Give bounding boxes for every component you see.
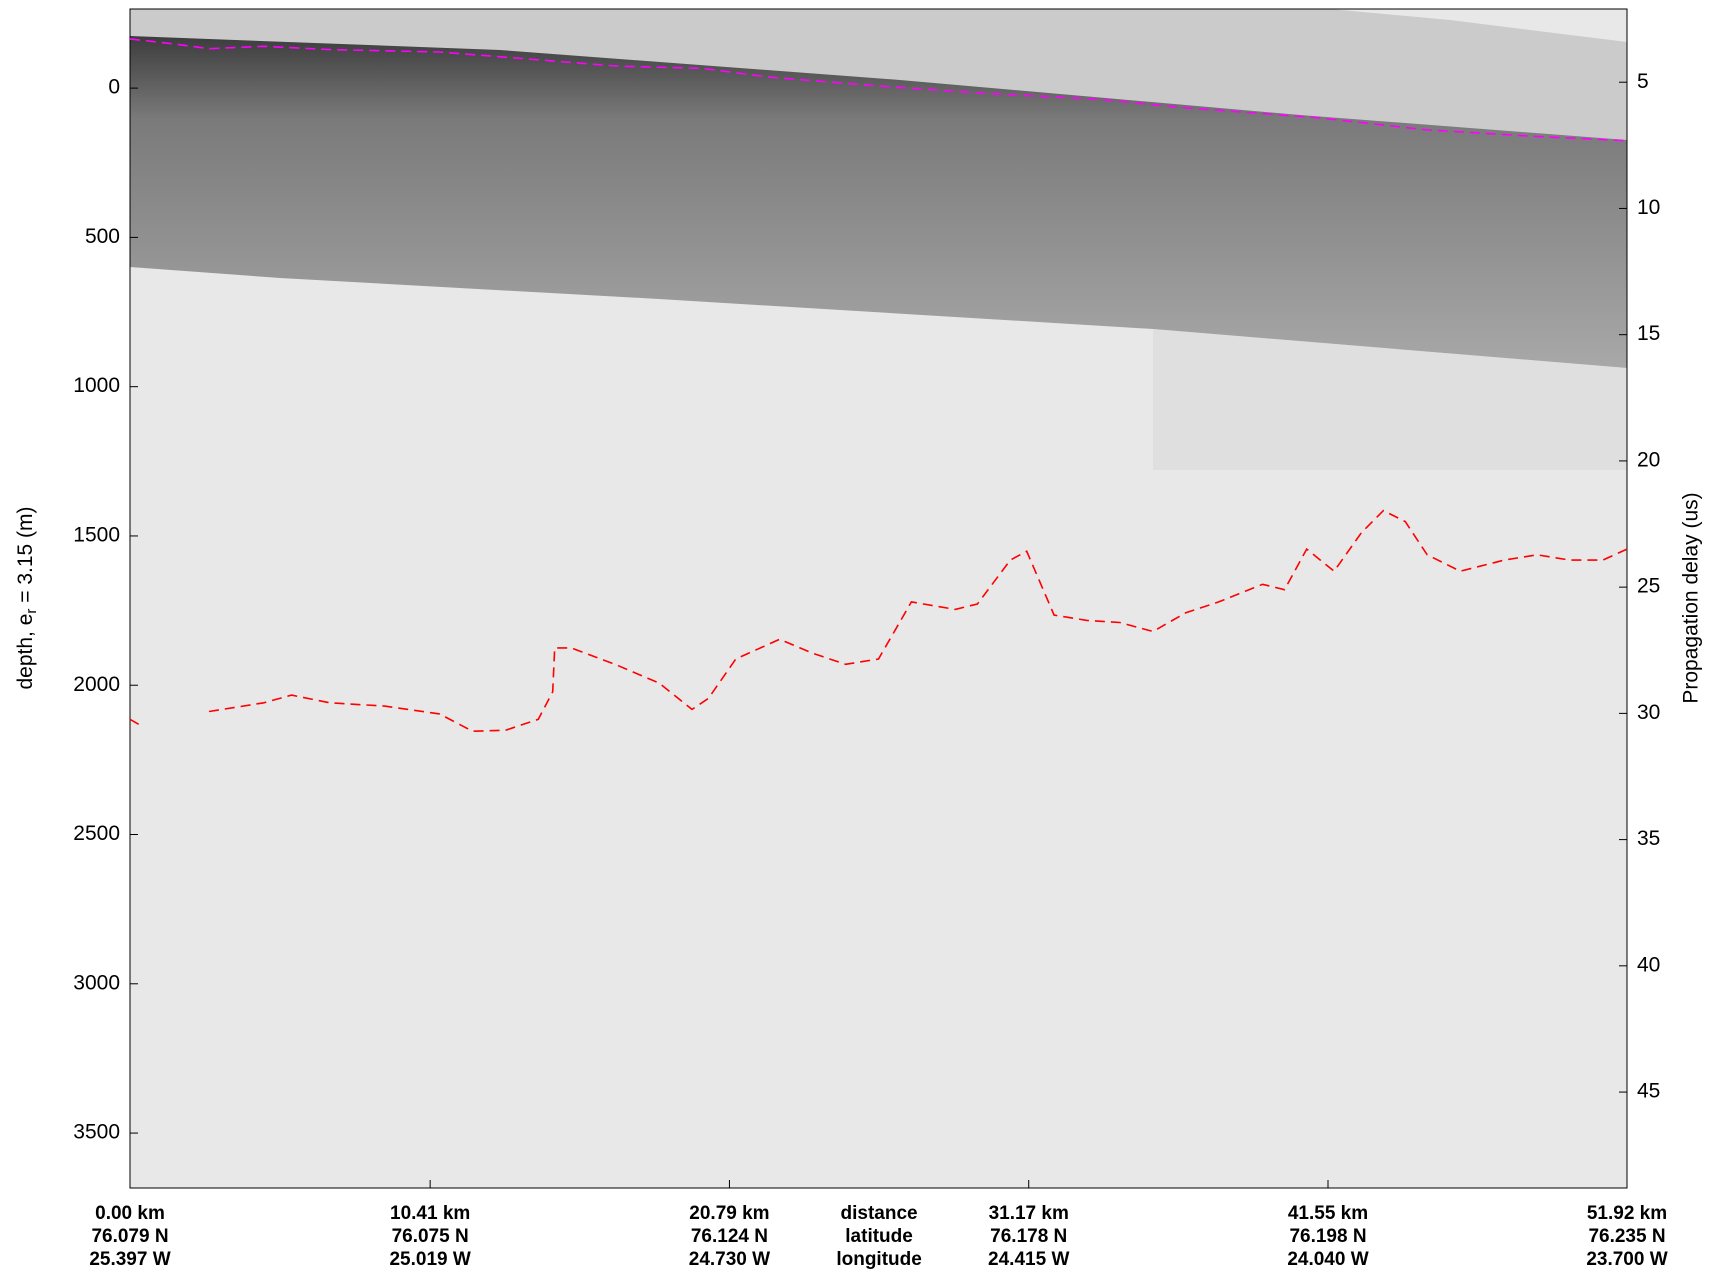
y-tick-label: 0 [108, 76, 120, 99]
longitude-label: 25.397 W [89, 1249, 170, 1270]
y2-tick-label: 20 [1637, 448, 1660, 471]
echogram-image [130, 9, 1627, 1188]
picked-layer [129, 38, 1628, 142]
x-tick-label: 51.92 km [1587, 1203, 1667, 1224]
y-tick-label: 3500 [73, 1121, 120, 1144]
y2-tick-label: 40 [1637, 953, 1660, 976]
y-tick-label: 1000 [73, 374, 120, 397]
latitude-label: 76.235 N [1588, 1226, 1665, 1247]
x-tick-label: 41.55 km [1288, 1203, 1368, 1224]
latitude-label: 76.198 N [1289, 1226, 1366, 1247]
y2-axis-label: Propagation delay (us) [1680, 492, 1703, 703]
plot-frame [129, 8, 1628, 1189]
y-axis-label: depth, er = 3.15 (m) [14, 506, 40, 689]
latitude-label: 76.075 N [392, 1226, 469, 1247]
shadow [280, 278, 1627, 470]
picked-layer [129, 509, 1628, 733]
y-label-sub: r [23, 609, 40, 614]
x-tick-label: 20.79 km [689, 1203, 769, 1224]
y-tick-label: 2500 [73, 822, 120, 845]
latitude-label: 76.178 N [990, 1226, 1067, 1247]
row-label: latitude [845, 1226, 913, 1247]
y2-tick-label: 25 [1637, 575, 1660, 598]
longitude-label: 24.415 W [988, 1249, 1069, 1270]
y2-tick-label: 5 [1637, 70, 1649, 93]
y-tick-label: 1500 [73, 523, 120, 546]
y-label-part: depth, e [14, 614, 37, 690]
longitude-label: 24.730 W [689, 1249, 770, 1270]
y-label-part: = 3.15 (m) [14, 506, 37, 608]
y-tick-label: 2000 [73, 673, 120, 696]
x-tick-label: 31.17 km [989, 1203, 1069, 1224]
x-tick-label: 0.00 km [95, 1203, 165, 1224]
y2-tick-label: 10 [1637, 196, 1660, 219]
latitude-label: 76.079 N [91, 1226, 168, 1247]
row-label: longitude [836, 1249, 921, 1270]
longitude-label: 23.700 W [1586, 1249, 1667, 1270]
longitude-label: 25.019 W [389, 1249, 470, 1270]
y2-tick-label: 35 [1637, 827, 1660, 850]
row-label: distance [841, 1203, 918, 1224]
y2-tick-label: 15 [1637, 322, 1660, 345]
y-tick-label: 500 [85, 225, 120, 248]
x-tick-label: 10.41 km [390, 1203, 470, 1224]
longitude-label: 24.040 W [1287, 1249, 1368, 1270]
latitude-label: 76.124 N [691, 1226, 768, 1247]
ice-band [130, 36, 1627, 368]
y2-tick-label: 45 [1637, 1080, 1660, 1103]
y-tick-label: 3000 [73, 971, 120, 994]
y2-tick-label: 30 [1637, 701, 1660, 724]
